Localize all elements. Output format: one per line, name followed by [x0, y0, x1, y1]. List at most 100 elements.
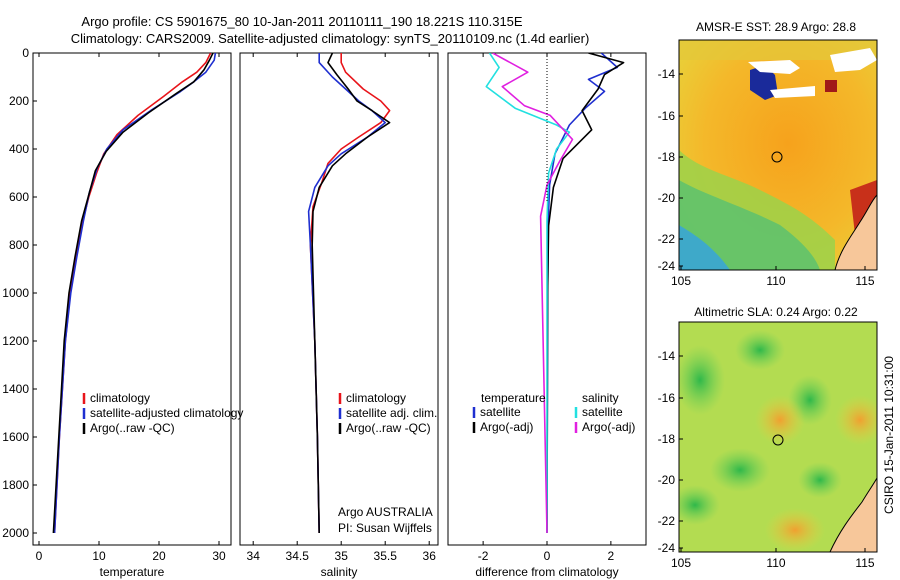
map-ytick-label: -16: [658, 109, 676, 123]
sst-map-title: AMSR-E SST: 28.9 Argo: 28.8: [696, 20, 856, 34]
sla-high-2: [835, 395, 877, 445]
sla-high-3: [765, 508, 825, 552]
sla-low-5: [798, 462, 842, 498]
salinity-legend-item: satellite adj. clim.: [346, 406, 437, 420]
map-xtick-label: 115: [855, 274, 874, 288]
map-ytick-label: -24: [658, 259, 676, 273]
salinity-series-group: [307, 53, 391, 534]
map-ytick-label: -22: [658, 232, 676, 246]
map-ytick-label: -18: [658, 432, 676, 446]
map-xtick-label: 115: [855, 556, 874, 570]
salinity-xtick-label: 34.5: [286, 549, 310, 563]
temperature-ytick-label: 1400: [2, 382, 29, 396]
argo-program-label: Argo AUSTRALIA: [338, 505, 433, 519]
sla-high-1: [755, 395, 805, 445]
map-xtick-label: 110: [766, 556, 785, 570]
salinity-series-argo-raw-qc-: [311, 53, 391, 534]
sla-float-marker: [772, 434, 784, 446]
temperature-legend-item: satellite-adjusted climatology: [90, 406, 243, 420]
sst-missing-data-2: [770, 86, 815, 98]
salinity-xtick-label: 34: [247, 549, 261, 563]
salinity-legend-item: Argo(..raw -QC): [346, 421, 431, 435]
difference-xlabel: difference from climatology: [475, 565, 618, 579]
difference-legend: temperature salinitysatelliteArgo(-adj)sa…: [472, 391, 635, 434]
temperature-ytick-label: 1600: [2, 430, 29, 444]
sla-low-1: [679, 345, 725, 415]
map-ytick-label: -22: [658, 514, 676, 528]
salinity-legend-item: climatology: [346, 391, 406, 405]
salinity-panel-frame: [239, 52, 439, 546]
sla-low-6: [679, 485, 720, 525]
australia-coast-sla: [829, 476, 877, 552]
temperature-ytick-label: 1800: [2, 478, 29, 492]
temperature-panel-frame: [32, 52, 232, 546]
salinity-panel: 34 34.5 35 35.5 36 salinity climatologysatelli…: [247, 53, 437, 579]
temperature-ytick-label: 400: [9, 142, 29, 156]
difference-legend-item: satellite: [480, 405, 521, 419]
salinity-xlabel: salinity: [321, 565, 358, 579]
map-xtick-label: 105: [671, 556, 691, 570]
temperature-ytick-label: 0: [22, 46, 29, 60]
temperature-series-group: [52, 53, 217, 534]
sst-float-marker: [771, 151, 783, 163]
difference-series-group: [485, 53, 625, 534]
map-ytick-label: -14: [658, 349, 676, 363]
sst-cooler-region: [679, 180, 820, 270]
temperature-ytick-label: 600: [9, 190, 29, 204]
temperature-ytick-label: 800: [9, 238, 29, 252]
sla-low-2: [735, 330, 785, 370]
map-ytick-label: -20: [658, 473, 676, 487]
temperature-ytick-label: 2000: [2, 526, 29, 540]
sla-map-title: Altimetric SLA: 0.24 Argo: 0.22: [694, 305, 858, 319]
pi-name-label: PI: Susan Wijffels: [338, 521, 432, 535]
salinity-series-satellite-adj-clim-: [307, 53, 387, 534]
sla-map-frame: [678, 321, 878, 553]
side-credit: CSIRO 15-Jan-2011 10:31:00: [882, 356, 896, 514]
figure-title-line2: Climatology: CARS2009. Satellite-adjuste…: [71, 31, 590, 46]
sst-missing-data-3: [830, 48, 877, 72]
temperature-ytick-label: 200: [9, 94, 29, 108]
australia-coast: [834, 194, 877, 270]
difference-legend-heading-temperature: temperature: [481, 391, 546, 405]
temperature-xlabel: temperature: [100, 565, 165, 579]
salinity-xtick-label: 35: [335, 549, 349, 563]
difference-series-temperature-argo-adj-: [546, 53, 625, 534]
map-ytick-label: -18: [658, 150, 676, 164]
difference-legend-item: Argo(-adj): [480, 420, 533, 434]
difference-xtick-label: -2: [478, 549, 489, 563]
temperature-legend-item: Argo(..raw -QC): [90, 421, 175, 435]
temperature-xtick-label: 20: [152, 549, 166, 563]
temperature-panel: 0 10 20 30 0 200 400 600 800 1000 1200 1400 1600 1800…: [2, 46, 243, 579]
sla-map: Altimetric SLA: 0.24 Argo: 0.22 105 110 11…: [658, 305, 878, 570]
map-ytick-label: -24: [658, 541, 676, 555]
difference-xtick-label: 0: [544, 549, 551, 563]
sst-northern-band: [679, 40, 877, 60]
temperature-ytick-label: 1000: [2, 286, 29, 300]
difference-legend-item: Argo(-adj): [582, 420, 635, 434]
difference-legend-heading-salinity: salinity: [582, 391, 619, 405]
sla-low-4: [710, 448, 770, 492]
salinity-xtick-label: 36: [423, 549, 437, 563]
sst-map-ticks: 105 110 115 -14 -16 -18 -20 -22 -24: [658, 67, 875, 288]
figure-title-line1: Argo profile: CS 5901675_80 10-Jan-2011 …: [81, 14, 522, 29]
map-ytick-label: -14: [658, 67, 676, 81]
sla-map-ticks: 105 110 115 -14 -16 -18 -20 -22 -24: [658, 349, 875, 570]
temperature-ytick-label: 1200: [2, 334, 29, 348]
temperature-legend-item: climatology: [90, 391, 150, 405]
sst-map: AMSR-E SST: 28.9 Argo: 28.8 105 110 115 -14…: [658, 20, 878, 288]
difference-xtick-label: 2: [608, 549, 615, 563]
difference-panel: -2 0 2 difference from climatology temperatu…: [472, 53, 635, 579]
temperature-xtick-label: 0: [36, 549, 43, 563]
salinity-xtick-label: 35.5: [374, 549, 398, 563]
temperature-series-argo-raw-qc-: [52, 53, 214, 534]
map-xtick-label: 110: [766, 274, 785, 288]
difference-legend-item: satellite: [582, 405, 623, 419]
map-ytick-label: -16: [658, 391, 676, 405]
sst-map-frame: [678, 39, 878, 271]
sst-hot-patch: [825, 80, 837, 92]
temperature-xtick-label: 30: [212, 549, 226, 563]
difference-series-salinity-argo-adj-: [492, 53, 574, 534]
sst-cold-region: [679, 225, 730, 270]
